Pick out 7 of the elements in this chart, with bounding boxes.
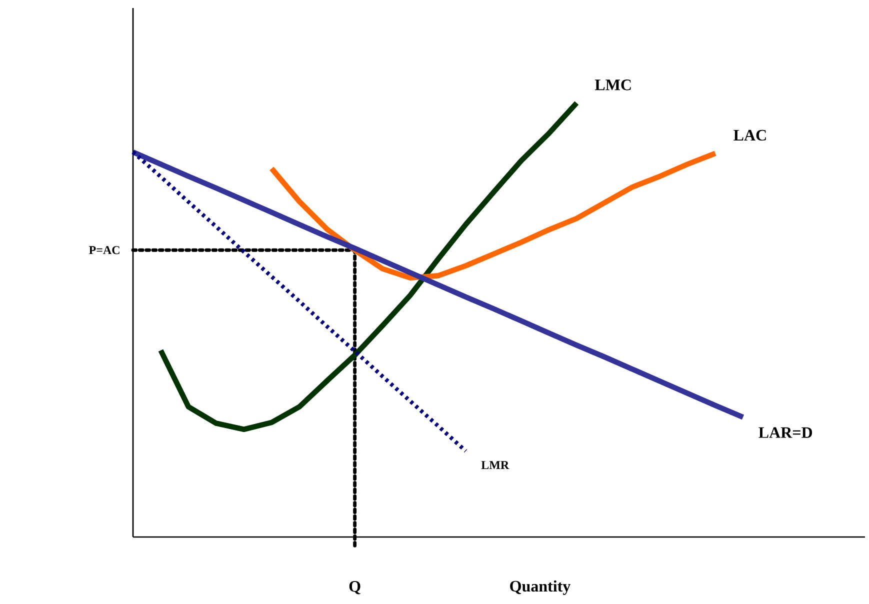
ref-line-label: P=AC	[89, 246, 120, 254]
series-label: LMC	[594, 80, 631, 90]
series-label: LAR=D	[758, 427, 812, 438]
series-label: LMR	[481, 461, 510, 469]
x-axis-title: Quantity	[510, 580, 571, 595]
text: Q	[349, 581, 360, 594]
series-label: LAC	[734, 130, 766, 141]
